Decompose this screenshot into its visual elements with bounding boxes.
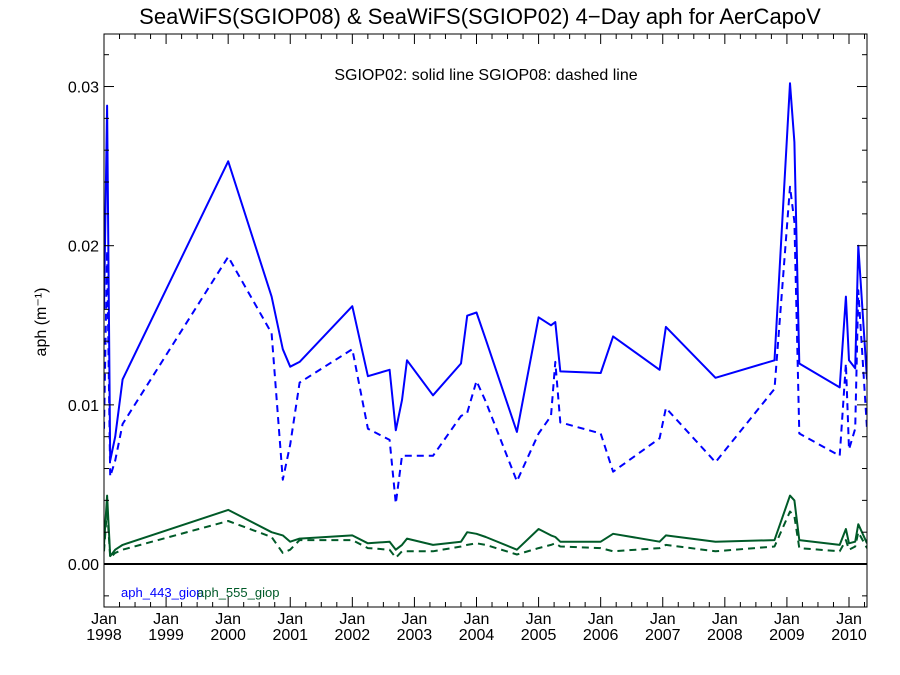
y-tick-label: 0.02 (68, 239, 99, 256)
legend-label-443: aph_443_giop (121, 585, 203, 600)
y-axis-label: aph (m⁻¹) (33, 288, 50, 357)
x-tick-label-month: Jan (650, 611, 676, 628)
x-tick-label-month: Jan (712, 611, 738, 628)
x-tick-label-month: Jan (588, 611, 614, 628)
x-tick-label-year: 2008 (707, 627, 743, 644)
x-tick-label-month: Jan (215, 611, 241, 628)
x-tick-label-year: 2001 (272, 627, 308, 644)
series-aph_555_giop-sgiop08-dashed (104, 507, 867, 559)
x-tick-label-month: Jan (339, 611, 365, 628)
y-tick-label: 0.03 (68, 80, 99, 97)
x-tick-label-year: 2004 (459, 627, 495, 644)
chart-title: SeaWiFS(SGIOP08) & SeaWiFS(SGIOP02) 4−Da… (139, 4, 821, 29)
x-tick-label-month: Jan (774, 611, 800, 628)
series-aph_555_giop-sgiop02-solid (104, 494, 867, 558)
x-tick-label-month: Jan (836, 611, 862, 628)
x-tick-label-year: 2002 (335, 627, 371, 644)
series-aph_443_giop-sgiop08-dashed (104, 185, 867, 505)
x-tick-label-year: 1998 (86, 627, 122, 644)
series-aph_443_giop-sgiop02-solid (104, 82, 867, 462)
y-tick-label: 0.00 (68, 557, 99, 574)
x-tick-label-year: 2000 (210, 627, 246, 644)
series-layer (104, 82, 867, 559)
x-tick-label-month: Jan (526, 611, 552, 628)
x-tick-label-year: 2005 (521, 627, 557, 644)
x-tick-label-month: Jan (402, 611, 428, 628)
tick-labels-layer: Jan1998Jan1999Jan2000Jan2001Jan2002Jan20… (68, 80, 867, 644)
x-tick-label-year: 1999 (148, 627, 184, 644)
y-tick-label: 0.01 (68, 398, 99, 415)
x-tick-label-month: Jan (277, 611, 303, 628)
x-tick-label-year: 2007 (645, 627, 681, 644)
x-tick-label-year: 2009 (769, 627, 805, 644)
line-style-annotation: SGIOP02: solid line SGIOP08: dashed line (334, 67, 637, 84)
x-tick-label-month: Jan (153, 611, 179, 628)
x-tick-label-year: 2006 (583, 627, 619, 644)
x-tick-label-month: Jan (91, 611, 117, 628)
ticks-layer (103, 34, 867, 607)
x-tick-label-year: 2003 (397, 627, 433, 644)
x-tick-label-year: 2010 (831, 627, 867, 644)
legend-label-555: aph_555_giop (197, 585, 279, 600)
plot-frame (103, 33, 868, 608)
x-tick-label-month: Jan (464, 611, 490, 628)
